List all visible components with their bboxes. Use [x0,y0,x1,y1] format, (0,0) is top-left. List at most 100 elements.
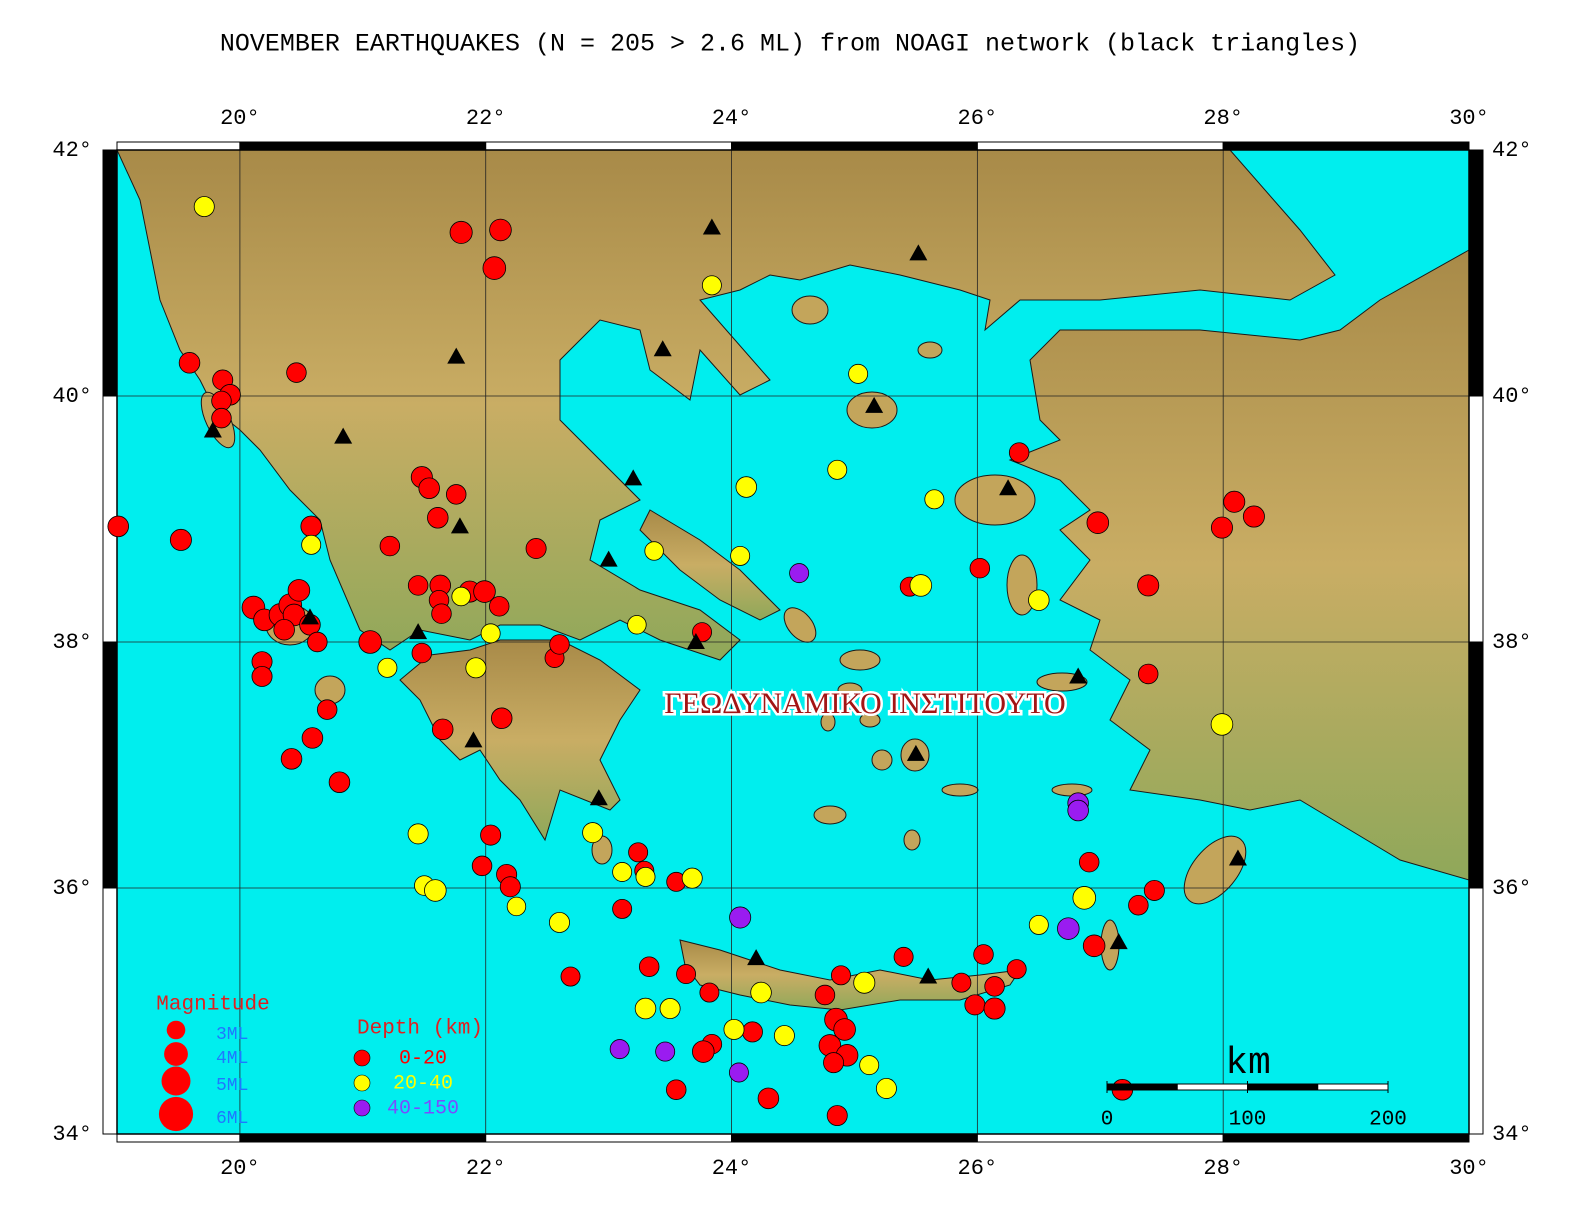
earthquake [1223,490,1246,513]
peloponnese [399,639,641,842]
earthquake [826,1105,848,1127]
earthquake [1057,917,1080,940]
station [447,347,466,364]
earthquake [1008,442,1030,463]
balkans [116,149,1336,661]
x-tick-label: 24° [712,1156,752,1181]
x-tick-label: 30° [1449,106,1489,131]
station [624,469,643,486]
earthquake [728,1062,749,1083]
scale-title: km [1225,1042,1271,1085]
legend-symbol [161,1066,191,1096]
earthquake [964,994,986,1016]
earthquake [757,1087,780,1110]
x-tick-label: 20° [220,1156,260,1181]
earthquake [280,748,303,770]
earthquake [251,665,273,687]
earthquake [634,997,657,1020]
earthquake [628,842,649,863]
x-tick-label: 26° [958,106,998,131]
legend-label: 4ML [216,1049,248,1069]
samothrace [917,341,943,359]
earthquake [407,823,429,845]
x-tick-label: 28° [1203,1156,1243,1181]
earthquake [449,220,473,244]
frame-segment [1468,641,1484,889]
legend-symbol [166,1020,186,1040]
kos [1051,783,1093,797]
frame-segment [731,1133,978,1143]
legend-title: Depth (km) [357,1018,483,1041]
y-tick-label: 42° [1492,138,1532,163]
x-tick-label: 20° [220,106,260,131]
y-tick-label: 38° [1492,630,1532,655]
x-tick-label: 26° [958,1156,998,1181]
skyros [839,649,881,671]
earthquake [418,477,440,499]
scale-label: 100 [1229,1109,1267,1132]
legend-label: 40-150 [387,1097,459,1120]
earthquake [287,579,311,602]
andros [783,607,817,643]
earthquake [909,574,933,597]
station [589,789,608,806]
station [334,427,353,444]
x-tick-label: 22° [466,1156,506,1181]
earthquake [377,657,398,678]
earthquake [729,906,752,929]
earthquake [875,1078,897,1099]
frame-segment [116,141,241,151]
frame-segment [485,141,733,151]
earthquake [1078,851,1100,873]
earthquake [635,866,656,887]
legend-title: Magnitude [156,994,269,1017]
earthquake [789,563,810,584]
station [919,967,938,984]
y-tick-label: 40° [52,384,92,409]
map-border [116,149,1470,1135]
earthquake [506,896,527,917]
watermark: ΓΕΩΔΥΝΑΜΙΚΟ ΙΝΣΤΙΤΟΥΤΟ [664,687,1065,720]
earthquake [1028,914,1049,935]
earthquake [407,575,429,596]
earthquake [301,534,322,555]
earthquake [446,484,467,505]
earthquake [827,459,848,480]
earthquake [853,971,876,994]
scale-segment [1317,1083,1389,1091]
earthquake [379,535,401,557]
earthquake [969,557,991,579]
y-tick-label: 38° [52,630,92,655]
earthquake [549,634,570,655]
earthquake [848,363,869,384]
station [1109,933,1128,950]
legend-label: 6ML [216,1109,248,1129]
legend-symbol [353,1099,371,1117]
anatolia [1008,249,1470,881]
earthquake [1086,511,1110,534]
earthquake [273,618,295,641]
y-tick-label: 34° [52,1122,92,1147]
earthquake [525,538,547,560]
x-tick-label: 30° [1449,1156,1489,1181]
scale-label: 200 [1369,1109,1407,1132]
thira [903,829,921,851]
earthquake [893,946,914,967]
y-tick-label: 36° [1492,876,1532,901]
earthquake [612,898,633,919]
earthquake [471,855,493,877]
earthquake [973,944,994,965]
earthquake [1242,505,1265,528]
earthquake [814,984,836,1006]
station [909,244,928,261]
station [409,623,428,640]
zakynthos [314,675,346,705]
station [865,396,884,413]
station [464,731,483,748]
legend-label: 20-40 [393,1072,453,1095]
earthquake [1067,799,1089,822]
frame-segment [485,1133,733,1143]
frame-segment [102,149,118,397]
earthquake [655,1041,676,1062]
station [747,949,766,966]
